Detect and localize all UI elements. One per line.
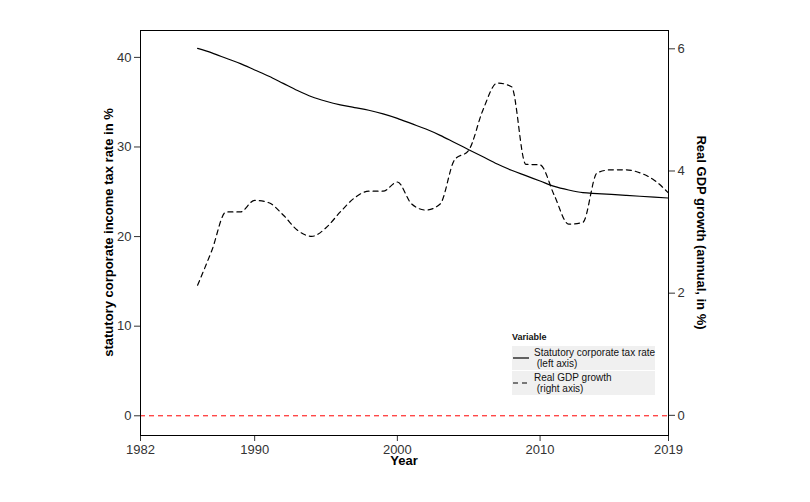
html-text:Variable: Variable (512, 332, 547, 342)
svg-text:2019: 2019 (654, 442, 683, 457)
svg-text:4: 4 (678, 163, 685, 178)
svg-text:statutory corporate income tax: statutory corporate income tax rate in % (101, 108, 116, 357)
svg-text:0: 0 (124, 408, 131, 423)
svg-text:Year: Year (390, 453, 417, 468)
html-text:Real GDP growth (right axis): Real GDP growth (right axis) (534, 371, 612, 394)
svg-text:20: 20 (117, 229, 131, 244)
svg-text:2000: 2000 (383, 442, 412, 457)
svg-text:40: 40 (117, 50, 131, 65)
html-text:Statutory corporate tax rate (: Statutory corporate tax rate (left axis) (534, 346, 656, 369)
svg-text:6: 6 (678, 41, 685, 56)
svg-text:2010: 2010 (526, 442, 555, 457)
svg-text:Real GDP growth (annual, in %): Real GDP growth (annual, in %) (694, 135, 709, 329)
svg-text:1990: 1990 (240, 442, 269, 457)
svg-text:1982: 1982 (126, 442, 155, 457)
svg-text:2: 2 (678, 285, 685, 300)
svg-text:10: 10 (117, 318, 131, 333)
svg-text:0: 0 (678, 408, 685, 423)
svg-text:30: 30 (117, 139, 131, 154)
